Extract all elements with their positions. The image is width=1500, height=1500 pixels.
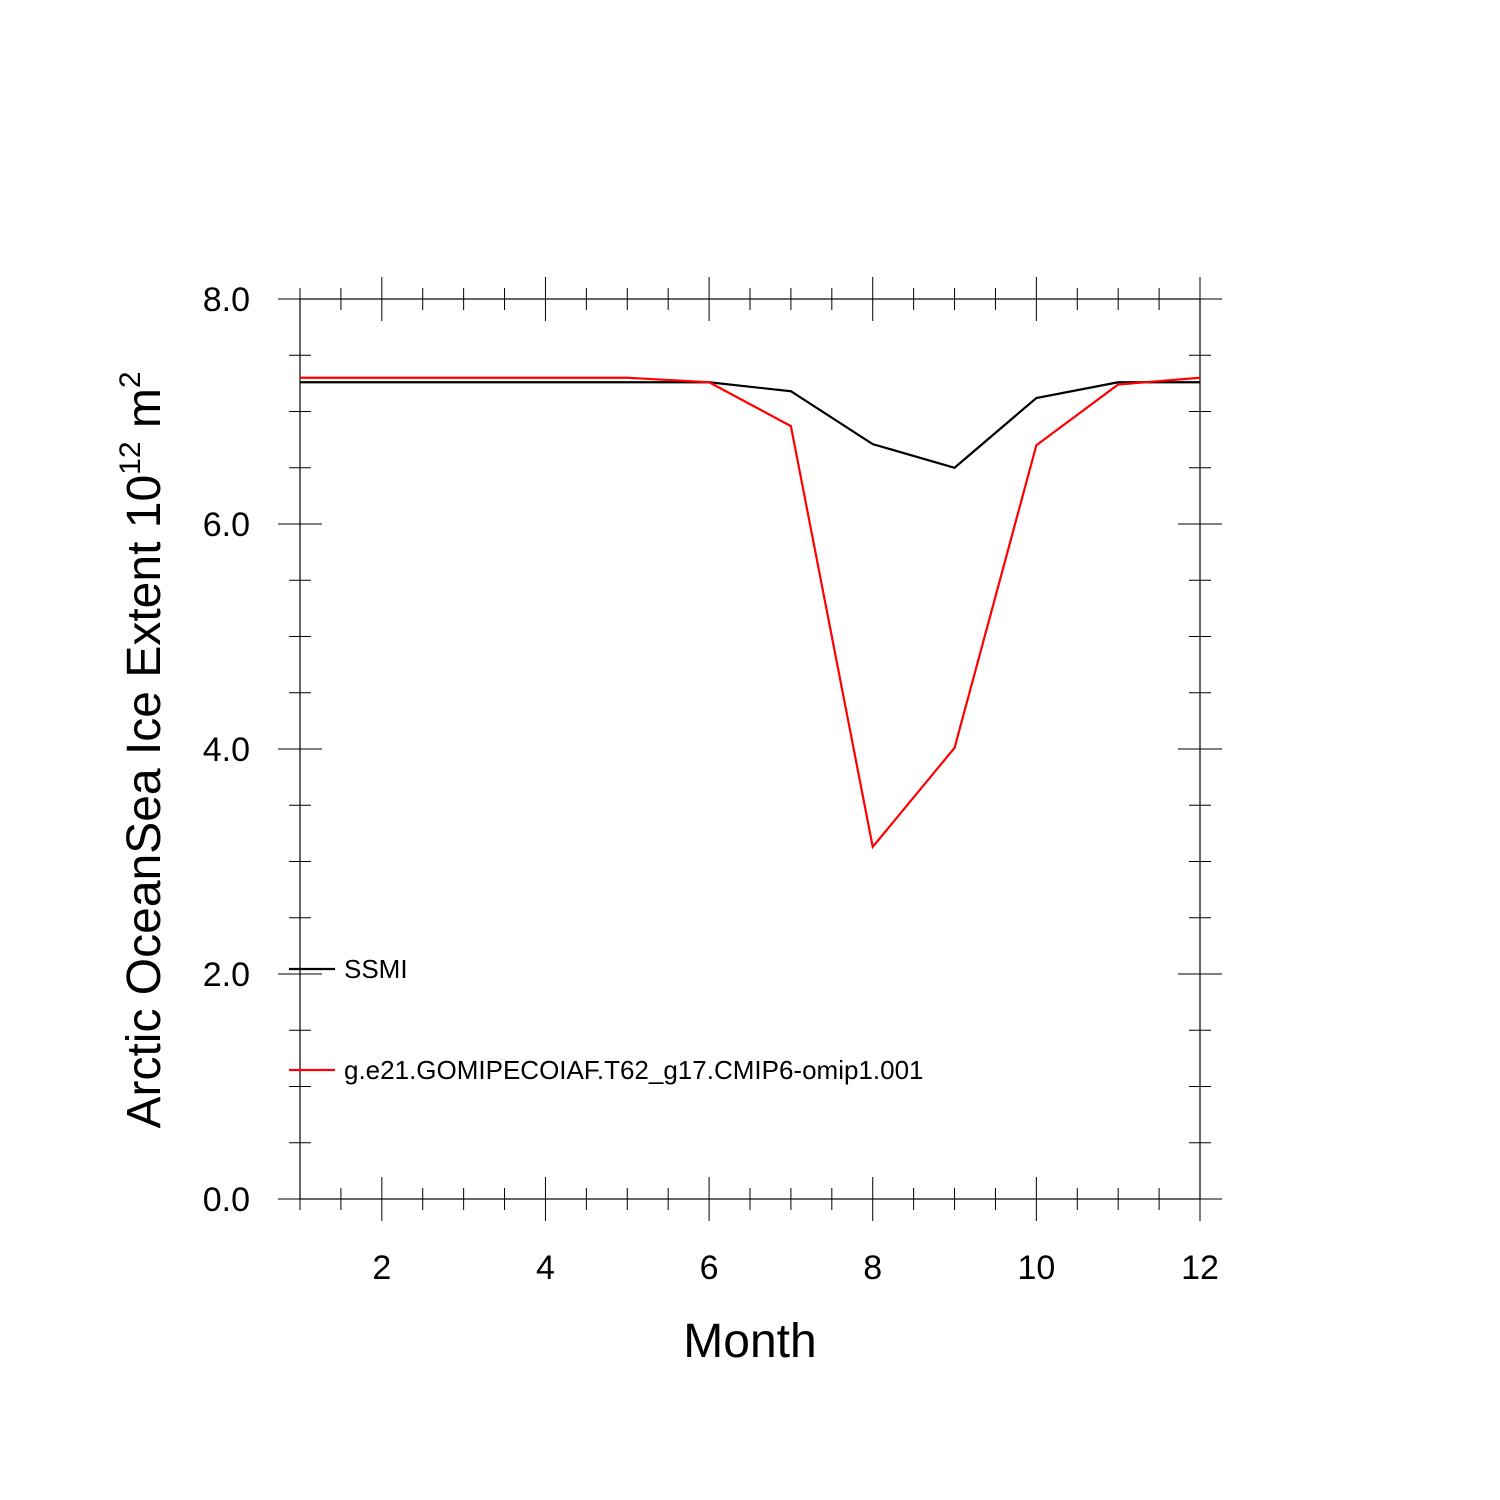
y-axis-title: Arctic OceanSea Ice Extent 1012 m2	[114, 371, 171, 1128]
x-tick-label: 8	[863, 1249, 882, 1287]
legend-label-1: SSMI	[344, 954, 408, 984]
x-tick-label: 4	[536, 1249, 555, 1287]
legend: SSMI g.e21.GOMIPECOIAF.T62_g17.CMIP6-omip…	[289, 954, 924, 1085]
y-axis-ticks: 0.0 2.0 4.0 6.0 8.0	[203, 281, 1222, 1219]
y-tick-label: 6.0	[203, 506, 250, 544]
x-tick-label: 12	[1181, 1249, 1219, 1287]
x-tick-label: 6	[700, 1249, 719, 1287]
series-line-1	[300, 381, 1200, 469]
y-axis-title-exponent: 12	[114, 441, 147, 474]
y-tick-label: 2.0	[203, 956, 250, 994]
x-tick-label: 10	[1017, 1249, 1055, 1287]
y-tick-label: 4.0	[203, 731, 250, 769]
x-axis-title: Month	[683, 1315, 816, 1368]
x-tick-label: 2	[372, 1249, 391, 1287]
data-series	[300, 376, 1201, 850]
y-axis-title-unit: m	[118, 388, 171, 441]
y-tick-label: 0.0	[203, 1181, 250, 1219]
series-line-2	[300, 376, 1201, 850]
y-axis-title-unit-exponent: 2	[114, 371, 147, 388]
legend-label-2: g.e21.GOMIPECOIAF.T62_g17.CMIP6-omip1.00…	[344, 1055, 924, 1085]
y-tick-label: 8.0	[203, 281, 250, 319]
y-axis-title-text: Arctic OceanSea Ice Extent 10	[118, 475, 171, 1129]
x-axis-ticks: 2 4 6 8 10 12	[299, 277, 1219, 1287]
